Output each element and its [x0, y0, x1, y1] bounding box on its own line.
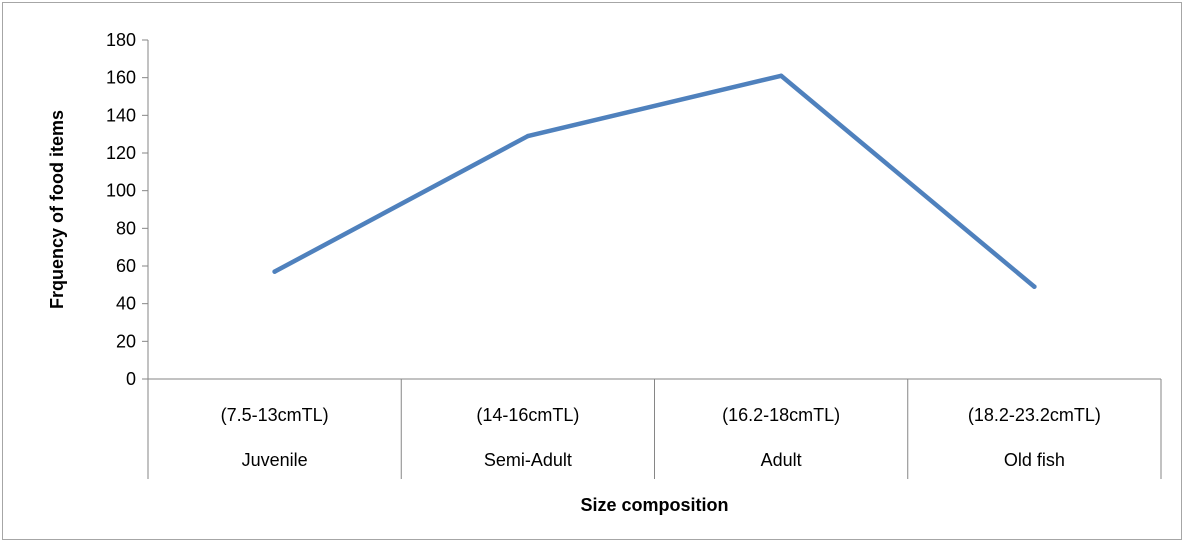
x-tick-label-range: (18.2-23.2cmTL): [968, 405, 1101, 425]
y-tick-label: 80: [116, 218, 136, 238]
data-point: [778, 73, 784, 78]
y-tick-label: 40: [116, 294, 136, 314]
y-tick-label: 120: [106, 143, 136, 163]
series-line: [272, 73, 1037, 289]
y-axis-title: Frquency of food items: [47, 110, 67, 309]
y-tick-label: 60: [116, 256, 136, 276]
y-tick-label: 160: [106, 68, 136, 88]
x-tick-label-group: Semi-Adult: [484, 450, 572, 470]
y-tick-label: 100: [106, 181, 136, 201]
x-tick-label-group: Old fish: [1004, 450, 1065, 470]
y-tick-label: 20: [116, 331, 136, 351]
x-tick-label-group: Juvenile: [242, 450, 308, 470]
x-tick-label-range: (16.2-18cmTL): [722, 405, 840, 425]
x-axis-title: Size composition: [580, 495, 728, 515]
data-point: [272, 269, 277, 274]
data-point: [1032, 284, 1037, 289]
x-tick-label-range: (7.5-13cmTL): [221, 405, 329, 425]
y-tick-label: 180: [106, 30, 136, 50]
x-axis: (7.5-13cmTL) Juvenile (14-16cmTL) Semi-Adul…: [147, 378, 1162, 479]
series-layer: [272, 73, 1037, 289]
x-tick-label-range: (14-16cmTL): [476, 405, 579, 425]
y-axis: 0 20 40 60 80 100 120 140 160 180: [106, 30, 149, 389]
data-point: [525, 133, 531, 139]
y-tick-label: 140: [106, 105, 136, 125]
y-tick-label: 0: [126, 369, 136, 389]
x-tick-label-group: Adult: [761, 450, 802, 470]
